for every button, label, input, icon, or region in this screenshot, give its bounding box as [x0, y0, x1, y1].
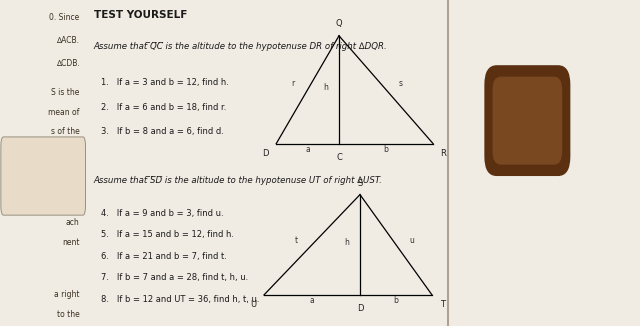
Text: D: D	[262, 149, 269, 158]
Text: u: u	[410, 236, 415, 245]
Text: ach: ach	[66, 218, 79, 228]
Text: s: s	[399, 80, 403, 88]
Text: 5.   If a = 15 and b = 12, find h.: 5. If a = 15 and b = 12, find h.	[101, 230, 234, 239]
Text: U: U	[250, 300, 256, 309]
Text: s the: s the	[61, 163, 79, 172]
Text: ∆CDB.: ∆CDB.	[56, 59, 79, 68]
Text: r: r	[291, 80, 294, 88]
Text: ∆ACB.: ∆ACB.	[56, 36, 79, 45]
Text: mean of: mean of	[48, 108, 79, 117]
Text: Assume that ̅S̅D̅ is the altitude to the hypotenuse UT of right ∆UST.: Assume that ̅S̅D̅ is the altitude to the…	[93, 176, 383, 185]
Text: S: S	[357, 179, 363, 187]
Text: D: D	[356, 304, 364, 313]
FancyBboxPatch shape	[484, 65, 570, 176]
Text: C: C	[336, 153, 342, 162]
Text: nent: nent	[62, 238, 79, 247]
Text: TEST YOURSELF: TEST YOURSELF	[93, 10, 187, 20]
Text: 8.   If b = 12 and UT = 36, find h, t, u.: 8. If b = 12 and UT = 36, find h, t, u.	[101, 295, 259, 304]
Text: a right: a right	[54, 290, 79, 299]
Text: T: T	[440, 300, 445, 309]
Text: b: b	[394, 296, 399, 305]
FancyBboxPatch shape	[493, 77, 562, 165]
Text: a: a	[305, 145, 310, 154]
Text: a: a	[310, 296, 314, 305]
Text: 4.   If a = 9 and b = 3, find u.: 4. If a = 9 and b = 3, find u.	[101, 209, 223, 218]
Text: to the: to the	[57, 310, 79, 319]
Text: 7.   If b = 7 and a = 28, find t, h, u.: 7. If b = 7 and a = 28, find t, h, u.	[101, 273, 248, 282]
Text: 0. Since: 0. Since	[49, 13, 79, 22]
Text: 3.   If b = 8 and a = 6, find d.: 3. If b = 8 and a = 6, find d.	[101, 127, 224, 136]
Text: t: t	[294, 236, 298, 245]
Text: 2.   If a = 6 and b = 18, find r.: 2. If a = 6 and b = 18, find r.	[101, 103, 226, 112]
Text: Assume that ̅Q̅C̅ is the altitude to the hypotenuse DR of right ∆DQR.: Assume that ̅Q̅C̅ is the altitude to the…	[93, 42, 387, 52]
Text: R: R	[440, 149, 447, 158]
Text: b: b	[383, 145, 388, 154]
Text: S is the: S is the	[51, 88, 79, 97]
FancyBboxPatch shape	[1, 137, 86, 215]
Text: f the: f the	[61, 183, 79, 192]
Text: Q: Q	[335, 19, 342, 28]
Text: h: h	[344, 238, 349, 247]
Text: s of the: s of the	[51, 127, 79, 136]
Text: 1.   If a = 3 and b = 12, find h.: 1. If a = 3 and b = 12, find h.	[101, 78, 228, 87]
Text: 6.   If a = 21 and b = 7, find t.: 6. If a = 21 and b = 7, find t.	[101, 252, 227, 261]
Text: h: h	[324, 83, 328, 92]
